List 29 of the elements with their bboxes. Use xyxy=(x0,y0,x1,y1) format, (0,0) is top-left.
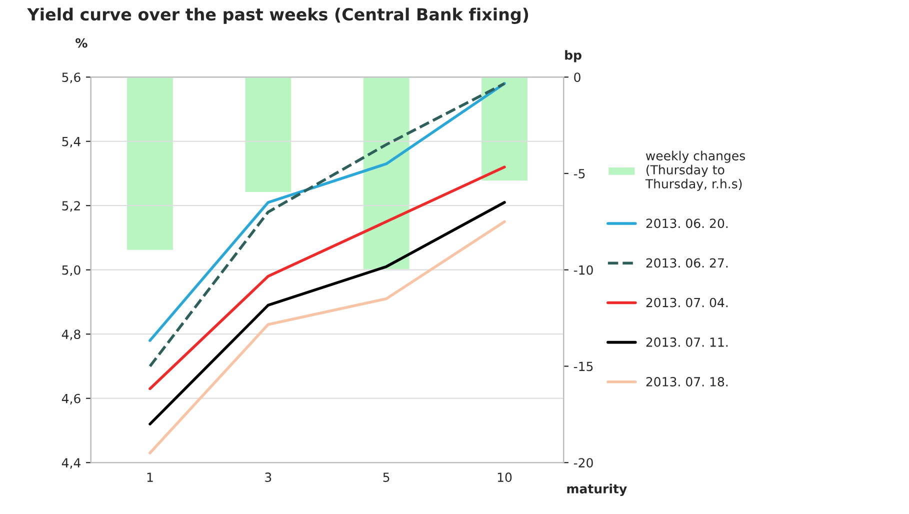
y2-axis-title: bp xyxy=(565,50,582,62)
y2-tick-label: -10 xyxy=(574,265,593,275)
x-tick-label: 5 xyxy=(383,472,390,482)
line-series xyxy=(148,220,506,454)
y-tick-label: 5,0 xyxy=(62,265,80,276)
y2-tick-label: -5 xyxy=(574,169,585,178)
legend-label: 2013. 07. 11. xyxy=(646,337,728,347)
x-tick-label: 3 xyxy=(265,472,272,482)
y-tick-label: 4,6 xyxy=(62,394,80,405)
chart-title: Yield curve over the past weeks (Central Bank fixing) xyxy=(27,8,528,24)
legend-label: 2013. 07. 18. xyxy=(646,377,728,386)
legend-label: 2013. 06. 27. xyxy=(646,258,728,268)
y2-tick-label: 0 xyxy=(574,72,580,82)
line-series xyxy=(148,201,506,426)
x-tick-label: 10 xyxy=(498,472,512,482)
line-series xyxy=(148,166,506,390)
y-tick-label: 4,8 xyxy=(62,330,80,340)
y-tick-label: 5,4 xyxy=(62,136,80,148)
x-axis-title: maturity xyxy=(567,484,627,496)
legend-label: weekly changes (Thursday to Thursday, r.h.s) xyxy=(645,150,746,191)
y-tick-label: 5,2 xyxy=(62,201,80,212)
y-axis-title: % xyxy=(76,38,88,48)
y-tick-label: 4,4 xyxy=(62,458,80,469)
legend-label: 2013. 06. 20. xyxy=(646,218,728,228)
y2-tick-label: -15 xyxy=(574,362,593,372)
y-tick-label: 5,6 xyxy=(62,72,80,84)
legend-label: 2013. 07. 04. xyxy=(646,298,728,308)
y2-tick-label: -20 xyxy=(574,458,593,468)
x-tick-label: 1 xyxy=(147,472,153,482)
